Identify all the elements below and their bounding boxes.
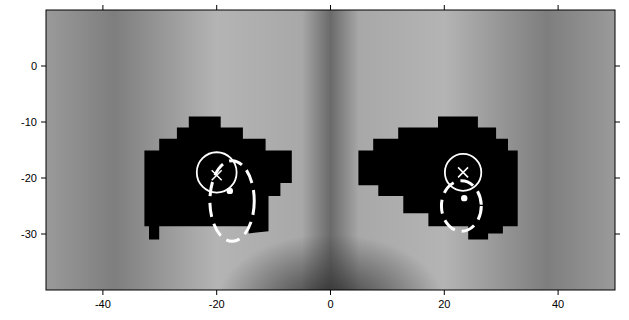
y-tick-label: -20 [21, 172, 37, 184]
ellipse [441, 181, 481, 231]
y-tick-right [615, 234, 620, 235]
x-tick [558, 290, 559, 295]
x-tick [102, 290, 103, 295]
x-tick-top [444, 5, 445, 10]
x-tick-label: 0 [327, 298, 333, 310]
x-tick-label: -40 [95, 298, 111, 310]
y-tick-right [615, 66, 620, 67]
y-tick [41, 234, 46, 235]
x-tick-label: 40 [552, 298, 564, 310]
y-tick [41, 66, 46, 67]
y-tick [41, 178, 46, 179]
marker [212, 170, 222, 180]
marker [458, 167, 468, 177]
plot-area [46, 10, 615, 290]
y-tick-label: -10 [21, 116, 37, 128]
x-tick-top [330, 5, 331, 10]
x-tick-label: -20 [209, 298, 225, 310]
x-tick-top [102, 5, 103, 10]
region-mask [144, 116, 291, 239]
region-mask [358, 116, 517, 239]
y-tick-right [615, 122, 620, 123]
frame [46, 10, 615, 290]
axes: -40 -20 0 20 40 -30 -20 -10 0 [21, 5, 620, 310]
x-tick-top [216, 5, 217, 10]
x-tick [444, 290, 445, 295]
x-tick [216, 290, 217, 295]
x-tick-label: 20 [438, 298, 450, 310]
y-tick-label: 0 [31, 60, 37, 72]
ellipse [210, 161, 254, 242]
chart: -40 -20 0 20 40 -30 -20 -10 0 [0, 0, 629, 320]
y-tick-label: -30 [21, 228, 37, 240]
x-tick [330, 290, 331, 295]
marker [227, 188, 233, 194]
marker [461, 195, 467, 201]
y-tick [41, 122, 46, 123]
y-tick-right [615, 178, 620, 179]
x-tick-top [558, 5, 559, 10]
